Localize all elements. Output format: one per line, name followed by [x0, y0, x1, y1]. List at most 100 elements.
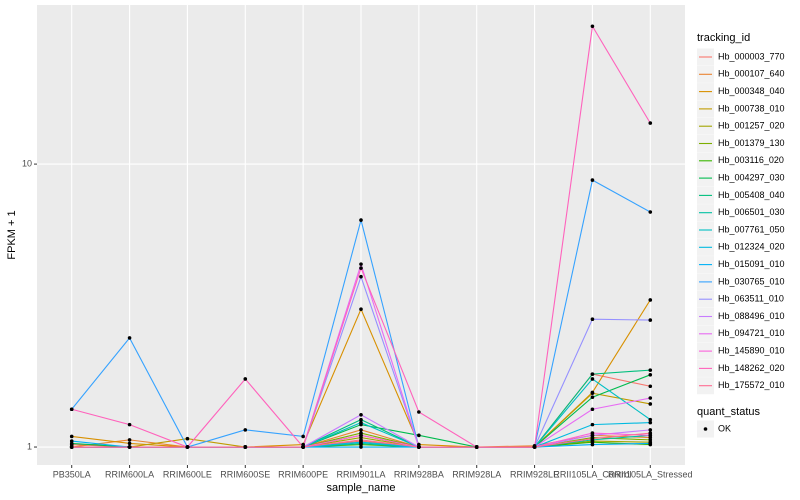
data-point	[127, 438, 132, 442]
data-point	[417, 433, 421, 438]
data-point	[648, 210, 653, 214]
legend-label: Hb_001379_130	[718, 138, 785, 148]
data-point	[127, 445, 132, 449]
data-point	[243, 377, 248, 381]
data-point	[359, 266, 363, 270]
data-point	[127, 441, 132, 446]
data-point	[417, 445, 421, 449]
legend-label: Hb_015091_010	[718, 259, 785, 269]
data-point	[185, 445, 190, 449]
data-point	[590, 431, 595, 435]
data-point	[127, 336, 132, 340]
data-point	[69, 434, 74, 439]
data-point	[590, 391, 595, 395]
data-point	[648, 441, 653, 446]
data-point	[590, 395, 595, 400]
data-point	[69, 407, 74, 412]
x-tick-label: RRIM600LA	[105, 469, 154, 479]
legend-label: Hb_005408_040	[718, 190, 785, 200]
data-point	[359, 420, 363, 425]
x-tick-label: RRIM928LA	[452, 469, 501, 479]
legend-label: Hb_000003_770	[718, 51, 785, 61]
x-tick-label: RRIM600PE	[278, 469, 328, 479]
point-legend-title: quant_status	[697, 406, 760, 418]
data-point	[590, 317, 595, 322]
data-point	[359, 218, 363, 222]
x-tick-label: RRIM928BA	[394, 469, 444, 479]
legend-label: Hb_175572_010	[718, 380, 785, 390]
legend-point	[703, 427, 708, 431]
x-tick-label: RRIM928LE	[510, 469, 559, 479]
data-point	[648, 428, 653, 432]
data-point	[69, 439, 74, 443]
data-point	[590, 24, 595, 29]
data-point	[474, 445, 479, 449]
legend-label: Hb_145890_010	[718, 345, 785, 355]
y-tick-label: 1	[27, 441, 32, 451]
data-point	[648, 384, 653, 389]
data-point	[359, 307, 363, 312]
data-point	[648, 420, 653, 425]
x-tick-label: RRII105LA_Stressed	[608, 469, 693, 479]
data-point	[648, 431, 653, 435]
legend-label: Hb_000107_640	[718, 69, 785, 79]
data-point	[243, 428, 248, 432]
x-tick-label: RRII105LA_Control	[553, 469, 631, 479]
data-point	[648, 438, 653, 442]
data-point	[590, 372, 595, 376]
legend-label: Hb_001257_020	[718, 121, 785, 131]
legend-label: Hb_000738_010	[718, 103, 785, 113]
legend-label: Hb_063511_010	[718, 294, 784, 304]
data-point	[590, 436, 595, 441]
data-point	[590, 178, 595, 182]
data-point	[359, 262, 363, 266]
data-point	[648, 402, 653, 406]
data-point	[648, 298, 653, 302]
x-tick-label: RRIM600LE	[163, 469, 212, 479]
data-point	[359, 433, 363, 438]
data-point	[359, 417, 363, 422]
legend-label: Hb_000348_040	[718, 86, 785, 96]
data-point	[127, 422, 132, 427]
data-point	[590, 377, 595, 381]
x-axis-label: sample_name	[326, 482, 395, 494]
data-point	[185, 436, 190, 441]
legend-label: Hb_094721_010	[718, 328, 785, 338]
legend-label: Hb_030765_010	[718, 276, 785, 286]
legend-label: Hb_012324_020	[718, 242, 785, 252]
legend-label: OK	[718, 423, 731, 433]
legend-label: Hb_007761_050	[718, 224, 785, 234]
data-point	[359, 412, 363, 417]
x-tick-label: RRIM600SE	[220, 469, 270, 479]
data-point	[359, 438, 363, 442]
x-tick-label: RRIM901LA	[336, 469, 385, 479]
data-point	[648, 373, 653, 377]
legend-title: tracking_id	[697, 32, 750, 44]
data-point	[648, 417, 653, 422]
data-point	[648, 368, 653, 372]
y-axis-label: FPKM + 1	[6, 210, 18, 259]
x-tick-label: PB350LA	[53, 469, 91, 479]
data-point	[648, 318, 653, 322]
y-tick-label: 10	[22, 158, 32, 168]
legend-label: Hb_148262_020	[718, 363, 785, 373]
data-point	[648, 396, 653, 400]
data-point	[359, 428, 363, 432]
data-point	[69, 445, 74, 449]
data-point	[243, 445, 248, 449]
data-point	[301, 434, 305, 439]
legend-label: Hb_004297_030	[718, 172, 785, 182]
data-point	[301, 445, 305, 449]
legend-label: Hb_003116_020	[718, 155, 784, 165]
data-point	[417, 410, 421, 414]
data-point	[532, 445, 537, 449]
data-point	[359, 274, 363, 279]
data-point	[648, 121, 653, 125]
legend-label: Hb_006501_030	[718, 207, 785, 217]
data-point	[590, 442, 595, 447]
data-point	[359, 445, 363, 449]
data-point	[590, 407, 595, 412]
legend-label: Hb_088496_010	[718, 311, 785, 321]
